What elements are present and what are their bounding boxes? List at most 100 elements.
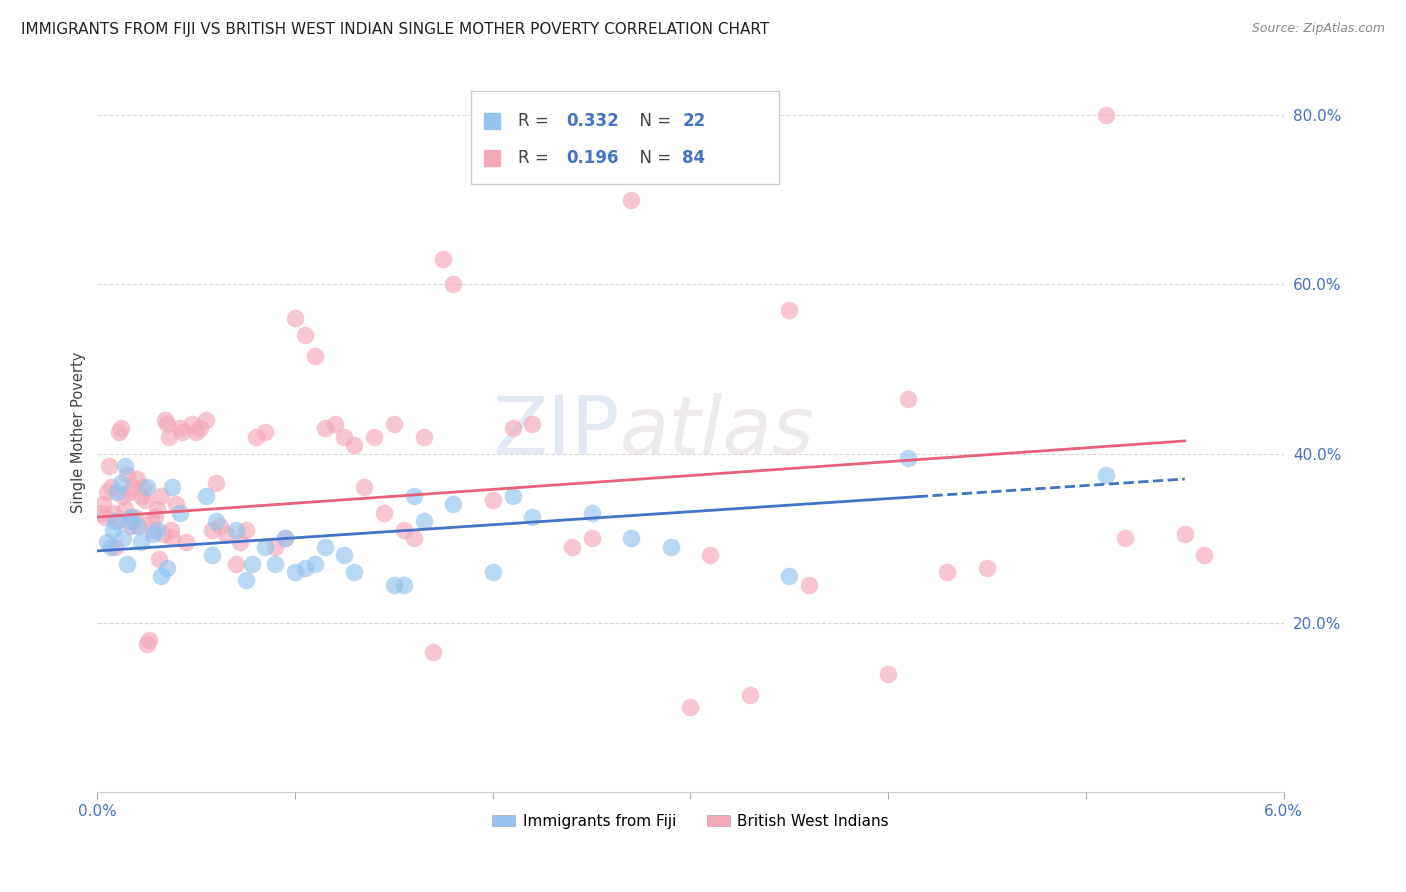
Point bbox=[181, 417, 204, 431]
Point bbox=[112, 531, 135, 545]
Point bbox=[412, 514, 434, 528]
Point bbox=[254, 425, 277, 440]
Point bbox=[274, 531, 297, 545]
Point bbox=[897, 450, 920, 465]
Point bbox=[91, 497, 114, 511]
Point bbox=[155, 561, 177, 575]
Point bbox=[353, 480, 375, 494]
Point bbox=[128, 518, 150, 533]
Point bbox=[153, 413, 176, 427]
Point bbox=[94, 510, 117, 524]
Point bbox=[100, 540, 122, 554]
Point bbox=[441, 277, 464, 292]
Point bbox=[134, 493, 156, 508]
Point bbox=[172, 425, 194, 440]
Point bbox=[1194, 548, 1216, 562]
Point bbox=[201, 548, 224, 562]
Point bbox=[176, 535, 198, 549]
Point bbox=[195, 413, 218, 427]
Point bbox=[165, 497, 187, 511]
Point bbox=[284, 311, 307, 326]
Point bbox=[1094, 467, 1116, 482]
Point bbox=[363, 430, 385, 444]
Point bbox=[155, 417, 177, 431]
Point bbox=[105, 514, 128, 528]
Point bbox=[138, 632, 160, 647]
Point bbox=[104, 540, 127, 554]
Point bbox=[120, 518, 142, 533]
Point bbox=[294, 561, 316, 575]
Point bbox=[738, 688, 761, 702]
Point bbox=[1114, 531, 1136, 545]
Point bbox=[143, 510, 166, 524]
Point bbox=[169, 421, 191, 435]
Point bbox=[115, 467, 138, 482]
Point bbox=[169, 506, 191, 520]
Point bbox=[432, 252, 454, 266]
Point bbox=[314, 421, 336, 435]
Text: 84: 84 bbox=[682, 149, 706, 168]
Point bbox=[101, 523, 124, 537]
Point bbox=[343, 565, 366, 579]
Text: 22: 22 bbox=[682, 112, 706, 130]
Point bbox=[373, 506, 395, 520]
Point bbox=[254, 540, 277, 554]
Point bbox=[797, 578, 820, 592]
Point bbox=[502, 489, 524, 503]
Point bbox=[323, 417, 346, 431]
Point bbox=[581, 506, 603, 520]
Point bbox=[620, 531, 643, 545]
Point bbox=[162, 531, 184, 545]
Point bbox=[620, 193, 643, 207]
Point bbox=[129, 535, 152, 549]
Point bbox=[294, 328, 316, 343]
Point bbox=[522, 510, 544, 524]
Point bbox=[139, 514, 162, 528]
Point bbox=[976, 561, 998, 575]
Point bbox=[264, 540, 287, 554]
Point bbox=[382, 578, 405, 592]
Point bbox=[314, 540, 336, 554]
Point bbox=[148, 552, 170, 566]
Point bbox=[186, 425, 208, 440]
Point bbox=[115, 557, 138, 571]
Point bbox=[152, 527, 174, 541]
Point bbox=[110, 476, 132, 491]
Text: N =: N = bbox=[628, 112, 676, 130]
Text: atlas: atlas bbox=[619, 393, 814, 472]
Point bbox=[679, 700, 702, 714]
Point bbox=[105, 484, 128, 499]
Point bbox=[205, 476, 228, 491]
Text: 0.332: 0.332 bbox=[565, 112, 619, 130]
Point bbox=[304, 557, 326, 571]
Point bbox=[118, 484, 141, 499]
Point bbox=[101, 506, 124, 520]
Text: R =: R = bbox=[519, 149, 554, 168]
Point bbox=[877, 666, 900, 681]
Point bbox=[125, 518, 148, 533]
Point bbox=[98, 459, 121, 474]
Point bbox=[195, 489, 218, 503]
Point bbox=[100, 480, 122, 494]
Point bbox=[561, 540, 583, 554]
Point bbox=[392, 578, 415, 592]
Point bbox=[235, 523, 257, 537]
Point bbox=[412, 430, 434, 444]
Point bbox=[142, 527, 165, 541]
Point bbox=[118, 514, 141, 528]
Point bbox=[581, 531, 603, 545]
Point bbox=[240, 557, 263, 571]
Point bbox=[422, 645, 444, 659]
Point bbox=[125, 472, 148, 486]
Point bbox=[274, 531, 297, 545]
Point bbox=[402, 531, 425, 545]
Point bbox=[225, 523, 247, 537]
Point bbox=[149, 489, 172, 503]
Text: Source: ZipAtlas.com: Source: ZipAtlas.com bbox=[1251, 22, 1385, 36]
Legend: Immigrants from Fiji, British West Indians: Immigrants from Fiji, British West India… bbox=[486, 807, 894, 835]
Point bbox=[522, 417, 544, 431]
Point bbox=[157, 430, 180, 444]
Point bbox=[382, 417, 405, 431]
Text: N =: N = bbox=[628, 149, 676, 168]
Point bbox=[162, 480, 184, 494]
